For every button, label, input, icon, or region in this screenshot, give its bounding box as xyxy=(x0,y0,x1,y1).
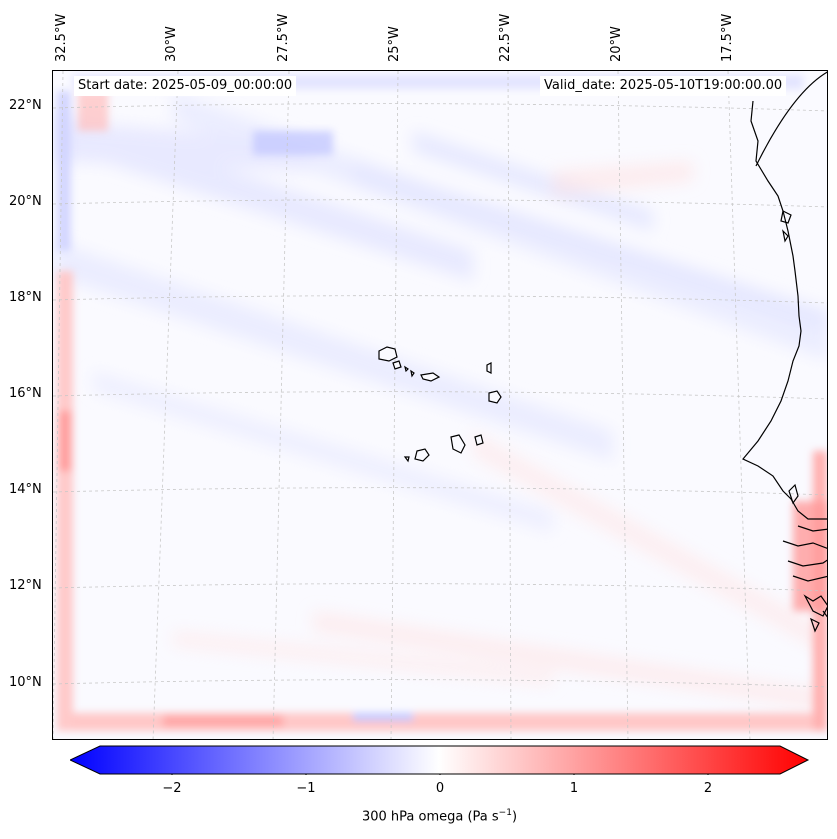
cape-verde-islands xyxy=(378,346,502,463)
colorbar-ticks xyxy=(171,774,709,775)
omega-field xyxy=(53,71,827,739)
colorbar-body xyxy=(70,745,810,775)
lon-label: 30°W xyxy=(164,26,179,62)
lon-label: 32.5°W xyxy=(54,13,69,62)
colorbar-tick-label: −1 xyxy=(296,781,316,796)
lat-label: 10°N xyxy=(9,675,42,690)
valid-date-label: Valid_date: 2025-05-10T19:00:00.00 xyxy=(540,76,787,96)
descent-bands xyxy=(53,91,827,533)
colorbar-title-suffix: ) xyxy=(511,809,518,825)
colorbar-title-prefix: 300 hPa omega (Pa s xyxy=(361,809,499,825)
colorbar-title-exponent: −1 xyxy=(498,808,512,818)
ascent-bands xyxy=(173,161,827,711)
lon-label: 22.5°W xyxy=(498,13,513,62)
colorbar-tick-label: 0 xyxy=(435,781,445,796)
coastline xyxy=(742,71,827,633)
lon-label: 25°W xyxy=(387,26,402,62)
lat-label: 16°N xyxy=(9,386,42,401)
map-panel xyxy=(52,70,828,740)
colorbar-tick-label: 2 xyxy=(703,781,713,796)
lat-label: 22°N xyxy=(9,98,42,113)
lon-label: 20°W xyxy=(609,26,624,62)
lon-label: 17.5°W xyxy=(720,13,735,62)
lat-label: 18°N xyxy=(9,290,42,305)
lon-label: 27.5°W xyxy=(276,13,291,62)
colorbar-tick-label: 1 xyxy=(569,781,579,796)
graticule xyxy=(53,71,827,739)
lat-label: 20°N xyxy=(9,194,42,209)
start-date-label: Start date: 2025-05-09_00:00:00 xyxy=(74,76,297,96)
colorbar xyxy=(70,745,810,775)
lat-label: 12°N xyxy=(9,578,42,593)
colorbar-title: 300 hPa omega (Pa s−1) xyxy=(0,808,837,824)
lat-label: 14°N xyxy=(9,482,42,497)
colorbar-tick-label: −2 xyxy=(162,781,182,796)
